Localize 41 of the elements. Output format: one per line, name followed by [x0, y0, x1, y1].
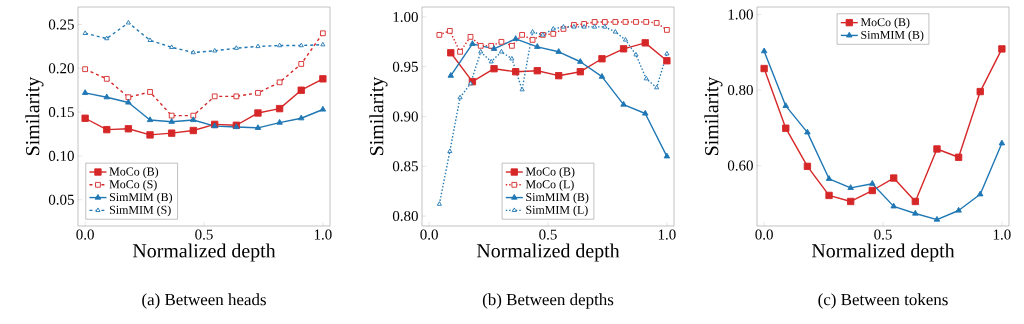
x-tick-label: 0.5: [874, 229, 892, 240]
legend-label: SimMIM (B): [526, 192, 589, 204]
x-tick-label: 1.0: [993, 229, 1011, 240]
y-tick-label: 0.95: [392, 61, 418, 72]
x-axis-title: Normalized depth: [476, 243, 620, 262]
x-tick-label: 0.0: [420, 229, 438, 240]
y-tick-label: 0.20: [48, 63, 74, 74]
x-tick-label: 0.5: [195, 229, 213, 240]
y-tick-label: 0.85: [392, 161, 418, 172]
text: (c) Between tokens: [818, 293, 948, 309]
y-tick-label: 0.05: [48, 194, 74, 205]
legend-label: MoCo (B): [109, 167, 159, 178]
x-tick-label: 0.0: [755, 229, 773, 240]
x-tick-label: 1.0: [658, 229, 676, 240]
y-tick-label: 0.80: [727, 84, 753, 96]
y-axis-title: Similarity: [25, 76, 44, 156]
y-axis-title: Similarity: [369, 76, 388, 156]
text: (a) Between heads: [142, 293, 266, 309]
legend-label: MoCo (B): [860, 17, 910, 29]
y-axis-title: Similarity: [704, 76, 723, 156]
legend-label: SimMIM (B): [109, 192, 173, 204]
y-tick-label: 0.15: [48, 107, 74, 118]
y-tick-label: 1.00: [393, 11, 418, 23]
x-axis-title: Normalized depth: [132, 243, 276, 262]
legend-label: SimMIM (L): [526, 205, 588, 217]
y-tick-label: 0.80: [392, 210, 418, 222]
x-tick-label: 1.0: [314, 229, 332, 240]
y-tick-label: 0.25: [48, 19, 74, 30]
x-tick-label: 0.0: [76, 229, 94, 240]
y-tick-label: 0.60: [727, 160, 753, 171]
legend-label: SimMIM (S): [109, 205, 171, 217]
legend-label: MoCo (B): [525, 167, 575, 178]
legend-label: SimMIM (B): [861, 30, 924, 42]
legend-label: MoCo (L): [525, 179, 574, 191]
x-axis-title: Normalized depth: [811, 243, 955, 262]
text: (b) Between depths: [482, 293, 614, 309]
legend-label: MoCo (S): [109, 179, 157, 191]
y-tick-label: 0.10: [48, 150, 74, 161]
y-tick-label: 0.90: [392, 111, 418, 122]
y-tick-label: 1.00: [728, 9, 753, 20]
x-tick-label: 0.5: [539, 229, 557, 240]
